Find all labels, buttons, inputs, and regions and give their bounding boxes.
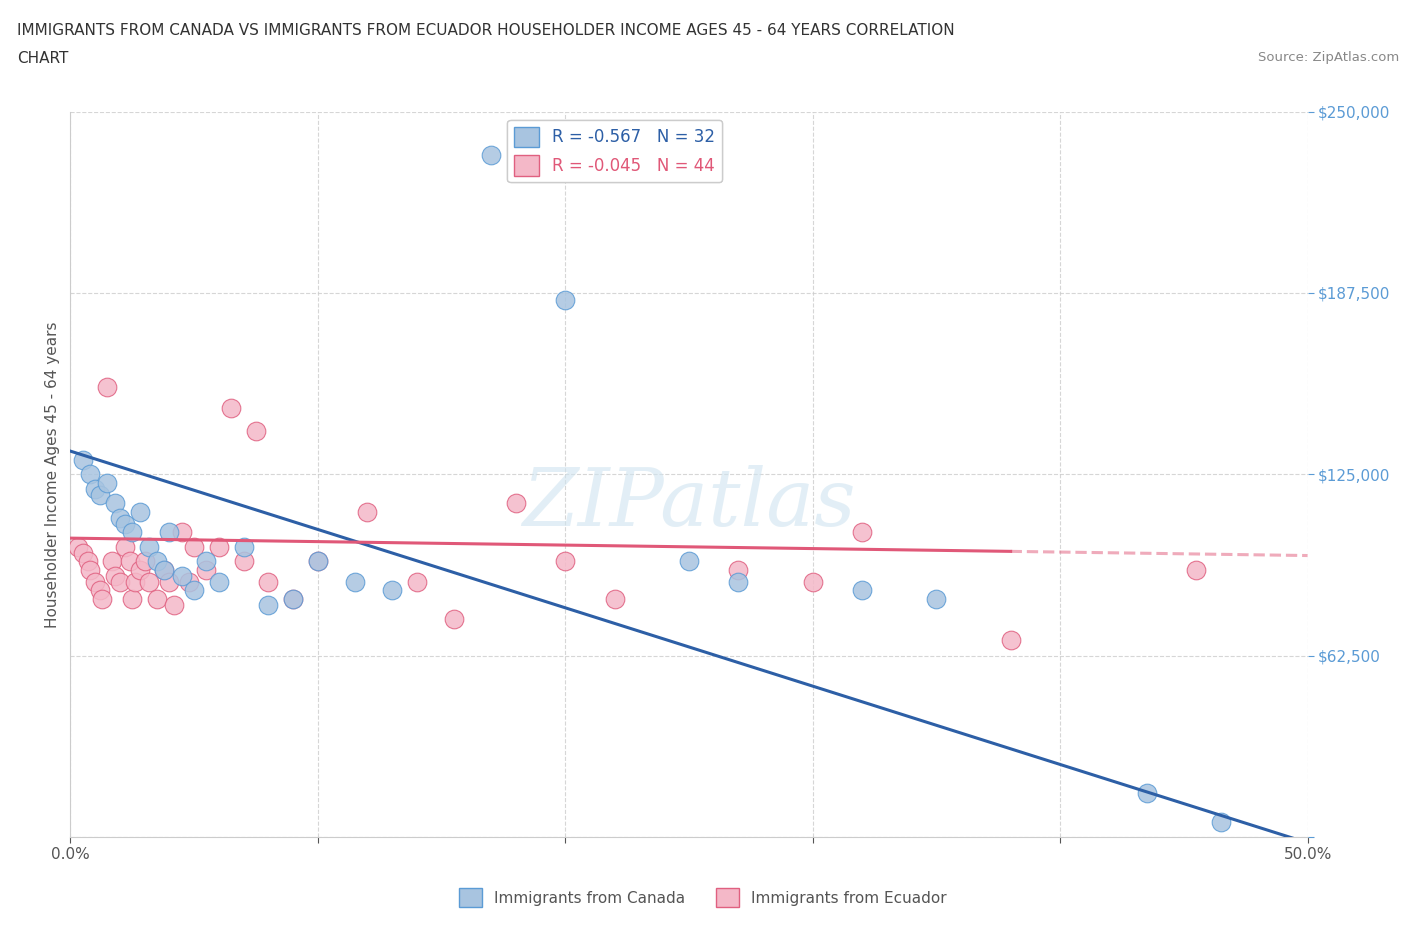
Point [114,516,136,531]
Point [72,545,94,560]
Point [96,379,118,394]
Point [121,525,143,539]
Point [851,525,873,539]
Point [108,511,131,525]
Point [195,554,218,569]
Point [153,563,176,578]
Point [138,574,160,589]
Point [72,452,94,467]
Point [208,574,231,589]
Point [343,574,366,589]
Point [603,591,626,606]
Point [678,554,700,569]
Point [232,554,254,569]
Legend: R = -0.567   N = 32, R = -0.045   N = 44: R = -0.567 N = 32, R = -0.045 N = 44 [508,120,723,182]
Point [183,583,205,598]
Point [89,583,111,598]
Point [84,482,107,497]
Point [505,496,527,511]
Text: IMMIGRANTS FROM CANADA VS IMMIGRANTS FROM ECUADOR HOUSEHOLDER INCOME AGES 45 - 6: IMMIGRANTS FROM CANADA VS IMMIGRANTS FRO… [17,23,955,38]
Point [195,563,218,578]
Point [232,539,254,554]
Point [157,574,180,589]
Point [104,496,127,511]
Point [801,574,824,589]
Point [108,574,131,589]
Point [79,563,101,578]
Point [146,554,169,569]
Point [128,563,150,578]
Point [405,574,427,589]
Point [79,467,101,482]
Point [307,554,329,569]
Point [124,574,146,589]
Point [96,475,118,490]
Point [170,525,193,539]
Point [177,574,200,589]
Point [157,525,180,539]
Point [851,583,873,598]
Point [727,563,749,578]
Point [1000,632,1022,647]
Text: ZIPatlas: ZIPatlas [522,465,856,542]
Point [128,505,150,520]
Point [381,583,404,598]
Point [257,574,280,589]
Point [307,554,329,569]
Point [66,539,89,554]
Point [121,591,143,606]
Point [479,148,502,163]
Point [245,423,267,438]
Point [153,563,176,578]
Point [76,554,98,569]
Point [281,591,304,606]
Point [84,574,107,589]
Point [146,591,169,606]
Point [727,574,749,589]
Point [356,505,378,520]
Point [89,487,111,502]
Legend: Immigrants from Canada, Immigrants from Ecuador: Immigrants from Canada, Immigrants from … [453,883,953,913]
Point [118,554,141,569]
Point [101,554,124,569]
Point [1185,563,1208,578]
Text: Source: ZipAtlas.com: Source: ZipAtlas.com [1258,51,1399,64]
Point [170,568,193,583]
Point [104,568,127,583]
Point [554,554,576,569]
Point [1209,815,1232,830]
Point [134,554,156,569]
Point [443,612,465,627]
Point [1136,786,1159,801]
Point [163,597,186,612]
Point [219,400,242,415]
Point [91,591,114,606]
Point [257,597,280,612]
Point [281,591,304,606]
Text: CHART: CHART [17,51,69,66]
Point [208,539,231,554]
Point [114,539,136,554]
Point [925,591,948,606]
Point [183,539,205,554]
Point [554,293,576,308]
Y-axis label: Householder Income Ages 45 - 64 years: Householder Income Ages 45 - 64 years [45,321,60,628]
Point [138,539,160,554]
